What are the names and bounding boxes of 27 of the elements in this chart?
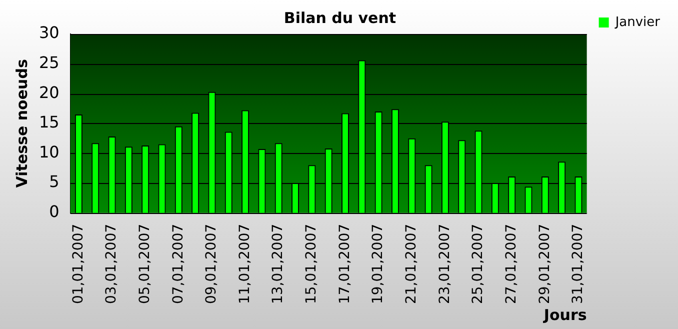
- y-tick-label: 20: [39, 82, 60, 102]
- x-tick-label: 21,01,2007: [404, 224, 420, 304]
- x-tick-label: 19,01,2007: [370, 224, 386, 304]
- y-tick-label: 15: [39, 112, 60, 132]
- x-tick-label: 29,01,2007: [536, 224, 553, 304]
- y-tick-label: 5: [49, 172, 60, 192]
- x-tick-label: 27,01,2007: [503, 224, 520, 304]
- x-axis-title: Jours: [542, 306, 587, 324]
- x-tick-label: 03,01,2007: [104, 224, 120, 304]
- x-tick-label: 05,01,2007: [136, 224, 153, 304]
- x-tick-label: 25,01,2007: [470, 224, 486, 304]
- y-tick-label: 10: [39, 142, 60, 162]
- x-tick-label: 01,01,2007: [70, 224, 86, 304]
- y-tick-label: 25: [39, 52, 60, 72]
- x-tick-label: 09,01,2007: [204, 224, 220, 304]
- x-tick-label: 23,01,2007: [436, 224, 453, 304]
- legend-label: Janvier: [614, 14, 661, 30]
- x-tick-label: 07,01,2007: [170, 224, 186, 304]
- y-axis-title: Vitesse noeuds: [12, 59, 31, 188]
- x-tick-label: 13,01,2007: [270, 224, 286, 304]
- chart-title: Bilan du vent: [284, 8, 396, 27]
- y-tick-label: 0: [49, 202, 60, 221]
- x-tick-label: 17,01,2007: [336, 224, 353, 304]
- x-tick-label: 31,01,2007: [570, 224, 586, 304]
- x-tick-label: 11,01,2007: [236, 224, 253, 304]
- y-tick-label: 30: [39, 23, 60, 42]
- x-tick-label: 15,01,2007: [304, 224, 320, 304]
